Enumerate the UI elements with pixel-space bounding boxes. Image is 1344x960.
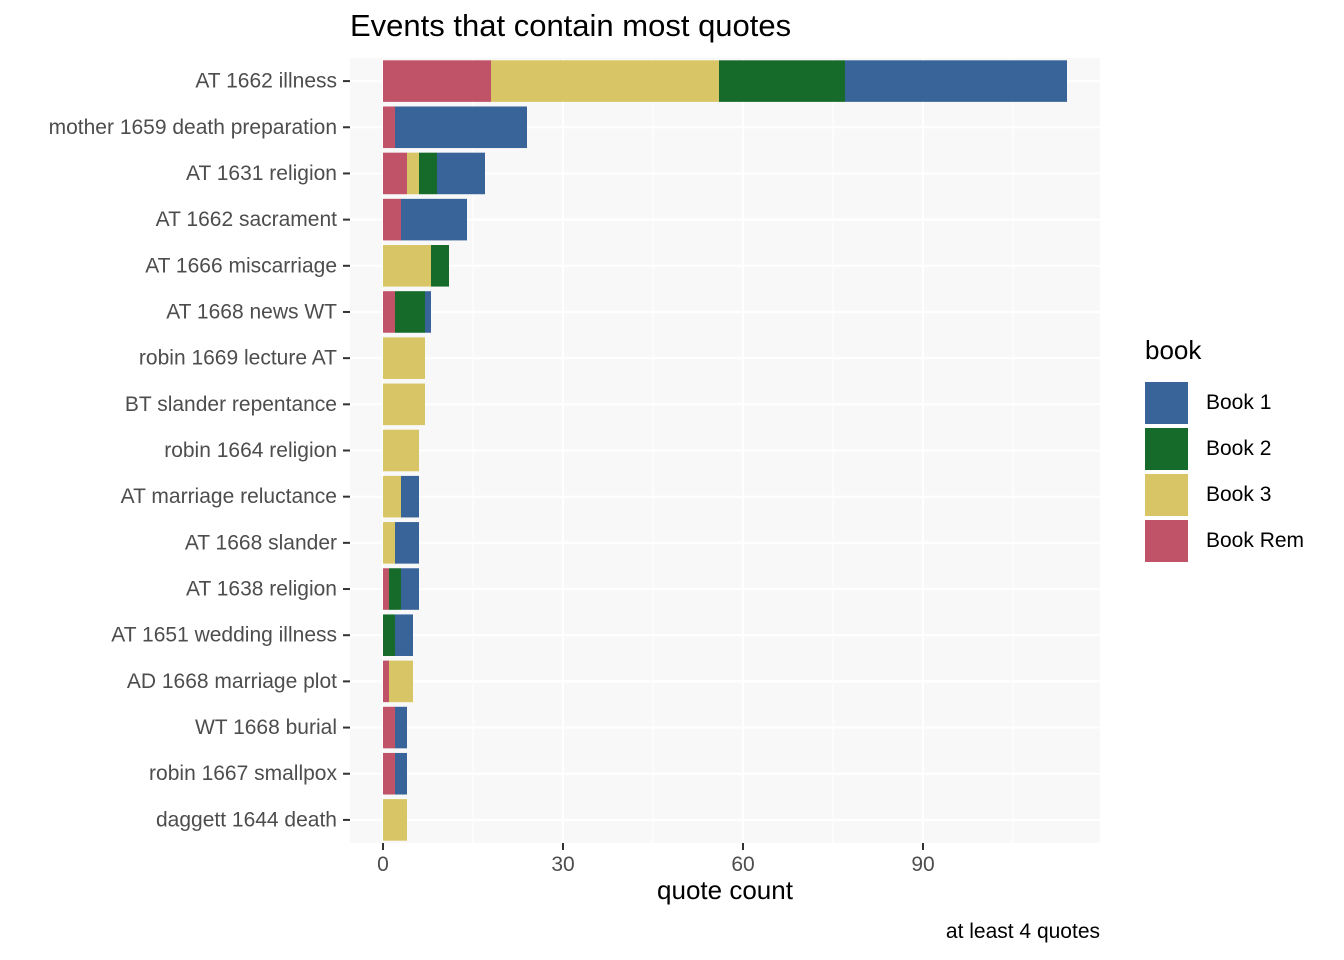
- legend-label: Book 2: [1206, 437, 1272, 460]
- bar-segment-book-1: [401, 568, 419, 610]
- bar-segment-book-rem: [383, 291, 395, 333]
- legend-label: Book Rem: [1206, 529, 1305, 552]
- legend-title: book: [1145, 335, 1202, 365]
- bar-segment-book-2: [419, 152, 437, 195]
- y-tick-label: robin 1669 lecture AT: [139, 347, 337, 370]
- bar-segment-book-2: [389, 568, 401, 610]
- bar-segment-book-1: [845, 60, 1067, 102]
- legend-item-book-1: Book 1: [1145, 380, 1304, 426]
- chart-title: Events that contain most quotes: [350, 8, 792, 43]
- bar-segment-book-2: [383, 614, 395, 656]
- legend-label: Book 3: [1206, 483, 1272, 506]
- legend-item-book-3: Book 3: [1145, 472, 1304, 518]
- legend-item-book-2: Book 2: [1145, 426, 1304, 472]
- x-axis-label: quote count: [657, 875, 793, 905]
- bar-segment-book-1: [401, 475, 419, 518]
- y-tick-label: robin 1664 religion: [164, 439, 337, 462]
- bar-segment-book-rem: [383, 568, 389, 610]
- y-axis: AT 1662 illness mother 1659 death prepara…: [49, 70, 350, 831]
- bar-segment-book-3: [383, 475, 401, 518]
- bar-segment-book-rem: [383, 752, 395, 795]
- bar-segment-book-3: [383, 383, 425, 426]
- bar-segment-book-1: [437, 152, 485, 195]
- y-tick-label: AT 1668 news WT: [166, 300, 337, 323]
- bar-segment-book-3: [383, 429, 419, 472]
- x-tick-label: 30: [551, 853, 574, 876]
- bar-segment-book-1: [395, 522, 419, 564]
- bar-segment-book-1: [395, 706, 407, 749]
- y-tick-label: AD 1668 marriage plot: [127, 670, 337, 693]
- y-tick-label: mother 1659 death preparation: [49, 116, 337, 139]
- bar-segment-book-1: [401, 198, 467, 241]
- y-tick-label: AT marriage reluctance: [121, 485, 337, 508]
- bar-segment-book-2: [395, 291, 425, 333]
- bar-segment-book-3: [491, 60, 719, 102]
- y-tick-label: AT 1662 illness: [195, 70, 337, 93]
- bar-segment-book-1: [395, 752, 407, 795]
- legend-item-book-rem: Book Rem: [1145, 518, 1304, 564]
- bar-segment-book-1: [395, 614, 413, 656]
- bar-segment-book-rem: [383, 198, 401, 241]
- y-tick-label: AT 1631 religion: [186, 162, 337, 185]
- y-tick-label: WT 1668 burial: [195, 716, 337, 739]
- chart-caption: at least 4 quotes: [945, 920, 1100, 943]
- y-tick-label: AT 1668 slander: [185, 531, 337, 554]
- y-tick-label: AT 1662 sacrament: [156, 208, 337, 231]
- legend-swatch: [1145, 428, 1188, 470]
- legend-swatch: [1145, 382, 1188, 424]
- bar-segment-book-2: [719, 60, 845, 102]
- bar-segment-book-3: [407, 152, 419, 195]
- y-tick-label: AT 1638 religion: [186, 578, 337, 601]
- bar-segment-book-2: [431, 245, 449, 287]
- bar-segment-book-rem: [383, 60, 491, 102]
- bar-segment-book-3: [383, 799, 407, 841]
- bar-segment-book-3: [383, 522, 395, 564]
- x-axis: 0 30 60 90: [377, 843, 935, 876]
- legend-swatch: [1145, 520, 1188, 562]
- bar-segment-book-1: [395, 106, 527, 149]
- bar-segment-book-1: [425, 291, 431, 333]
- x-tick-label: 90: [911, 853, 934, 876]
- y-tick-label: BT slander repentance: [125, 393, 337, 416]
- bar-segment-book-3: [383, 337, 425, 379]
- bar-segment-book-rem: [383, 106, 395, 149]
- bar-segment-book-rem: [383, 706, 395, 749]
- x-tick-label: 0: [377, 853, 389, 876]
- bar-segment-book-3: [389, 660, 413, 703]
- legend-label: Book 1: [1206, 391, 1272, 414]
- x-tick-label: 60: [731, 853, 754, 876]
- legend-swatch: [1145, 474, 1188, 516]
- y-tick-label: AT 1651 wedding illness: [111, 624, 337, 647]
- y-tick-label: robin 1667 smallpox: [149, 762, 337, 785]
- bar-stack-group: [383, 60, 1067, 841]
- bar-segment-book-rem: [383, 152, 407, 195]
- legend: book Book 1 Book 2 Book 3 Book Rem: [1145, 335, 1304, 564]
- y-tick-label: daggett 1644 death: [156, 808, 337, 831]
- bar-segment-book-rem: [383, 660, 389, 703]
- y-tick-label: AT 1666 miscarriage: [145, 254, 337, 277]
- bar-segment-book-3: [383, 245, 431, 287]
- grid-lines: [350, 58, 1100, 843]
